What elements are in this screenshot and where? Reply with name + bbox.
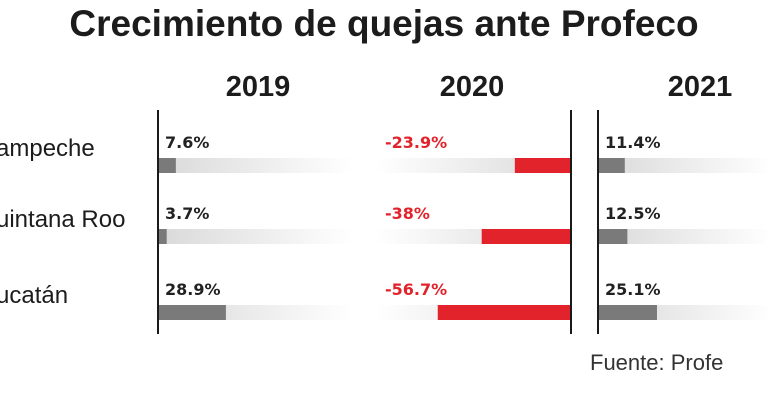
data-label: 7.6% bbox=[165, 133, 209, 152]
bar bbox=[514, 158, 571, 173]
source-note: Fuente: Profe bbox=[590, 350, 723, 375]
year-header: 2019 bbox=[226, 71, 291, 103]
data-label: 11.4% bbox=[605, 133, 661, 152]
year-header: 2020 bbox=[440, 71, 505, 103]
data-label: 28.9% bbox=[165, 280, 221, 299]
state-label: ampeche bbox=[0, 135, 95, 162]
bar bbox=[158, 229, 167, 244]
data-label: 25.1% bbox=[605, 280, 661, 299]
bar-track bbox=[158, 229, 353, 244]
bar bbox=[481, 229, 571, 244]
data-label: 3.7% bbox=[165, 204, 209, 223]
data-label: -23.9% bbox=[385, 133, 447, 152]
state-label: ucatán bbox=[0, 282, 68, 309]
state-label: uintana Roo bbox=[0, 206, 125, 233]
year-header: 2021 bbox=[668, 71, 733, 103]
data-label: -56.7% bbox=[385, 280, 447, 299]
data-label: 12.5% bbox=[605, 204, 661, 223]
bar bbox=[598, 229, 628, 244]
chart-title: Crecimiento de quejas ante Profeco bbox=[69, 3, 698, 44]
bar bbox=[158, 158, 176, 173]
data-label: -38% bbox=[385, 204, 430, 223]
chart-marks: ampeche uintana Roo ucatán 2019 7.6% 3.7% 28.9… bbox=[0, 71, 768, 334]
bar bbox=[437, 305, 571, 320]
bar bbox=[598, 305, 657, 320]
bar-track bbox=[598, 158, 768, 173]
bar bbox=[598, 158, 625, 173]
bar-track bbox=[158, 158, 353, 173]
bar-track bbox=[598, 229, 768, 244]
bar bbox=[158, 305, 226, 320]
